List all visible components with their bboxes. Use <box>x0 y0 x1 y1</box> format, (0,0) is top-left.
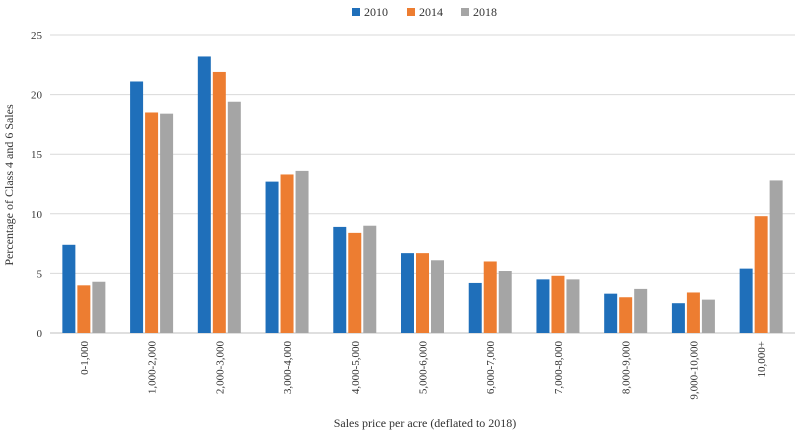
legend: 2010 2014 2018 <box>352 5 497 19</box>
bar-2018-8,000-9,000 <box>634 288 648 333</box>
bar-2010-0-1,000 <box>62 244 76 333</box>
bar-2010-6,000-7,000 <box>468 282 482 333</box>
bar-2014-8,000-9,000 <box>619 297 633 333</box>
bar-2018-1,000-2,000 <box>160 113 174 333</box>
bar-2014-10,000+ <box>754 216 768 333</box>
bar-2010-8,000-9,000 <box>604 293 618 333</box>
legend-swatch-2014 <box>407 8 415 16</box>
bar-2018-3,000-4,000 <box>295 170 309 333</box>
y-tick-label: 20 <box>31 90 43 102</box>
bar-2014-6,000-7,000 <box>483 261 497 333</box>
bar-2014-1,000-2,000 <box>145 112 159 333</box>
y-axis: 0 5 10 15 20 25 <box>31 30 43 340</box>
bars <box>62 56 783 334</box>
y-tick-label: 10 <box>31 209 43 221</box>
bar-2010-3,000-4,000 <box>265 181 279 333</box>
x-axis: 0-1,000 1,000-2,000 2,000-3,000 3,000-4,000… <box>79 341 768 400</box>
bar-2014-7,000-8,000 <box>551 275 565 333</box>
bar-2014-3,000-4,000 <box>280 174 294 333</box>
x-tick-label: 3,000-4,000 <box>282 341 294 395</box>
y-tick-label: 0 <box>37 328 43 340</box>
bar-2010-4,000-5,000 <box>333 226 347 333</box>
bar-2018-4,000-5,000 <box>363 225 377 333</box>
legend-label-2010: 2010 <box>364 5 388 19</box>
legend-swatch-2010 <box>352 8 360 16</box>
bar-2018-2,000-3,000 <box>227 101 241 333</box>
x-tick-label: 10,000+ <box>756 341 768 377</box>
bar-2018-9,000-10,000 <box>701 299 715 333</box>
y-tick-label: 5 <box>37 268 43 280</box>
bar-2018-10,000+ <box>769 180 783 333</box>
bar-2014-5,000-6,000 <box>416 253 429 333</box>
x-tick-label: 5,000-6,000 <box>418 341 430 395</box>
x-tick-label: 6,000-7,000 <box>485 341 497 395</box>
y-tick-label: 15 <box>31 149 43 161</box>
y-tick-label: 25 <box>31 30 43 42</box>
bar-2014-4,000-5,000 <box>348 232 362 333</box>
bar-2010-2,000-3,000 <box>197 56 211 334</box>
x-tick-label: 1,000-2,000 <box>147 341 159 395</box>
x-tick-label: 7,000-8,000 <box>553 341 565 395</box>
x-tick-label: 4,000-5,000 <box>350 341 362 395</box>
bar-2018-6,000-7,000 <box>498 271 512 333</box>
bar-2018-5,000-6,000 <box>431 260 444 333</box>
x-tick-label: 9,000-10,000 <box>688 341 700 400</box>
bar-2014-2,000-3,000 <box>212 71 226 334</box>
x-tick-label: 2,000-3,000 <box>214 341 226 395</box>
bar-2010-1,000-2,000 <box>130 81 144 333</box>
y-axis-title: Percentage of Class 4 and 6 Sales <box>2 104 16 266</box>
bar-2014-9,000-10,000 <box>686 292 700 333</box>
bar-2010-9,000-10,000 <box>671 303 685 333</box>
bar-2010-5,000-6,000 <box>401 253 414 333</box>
bar-2010-10,000+ <box>739 268 753 333</box>
bar-2014-0-1,000 <box>77 285 91 333</box>
x-tick-label: 0-1,000 <box>79 341 91 375</box>
x-axis-title: Sales price per acre (deflated to 2018) <box>334 416 517 430</box>
bar-2010-7,000-8,000 <box>536 279 550 333</box>
x-tick-label: 8,000-9,000 <box>621 341 633 395</box>
legend-label-2014: 2014 <box>419 5 443 19</box>
legend-swatch-2018 <box>461 8 469 16</box>
bar-2018-0-1,000 <box>92 281 106 333</box>
bar-2018-7,000-8,000 <box>566 279 580 333</box>
legend-label-2018: 2018 <box>473 5 497 19</box>
